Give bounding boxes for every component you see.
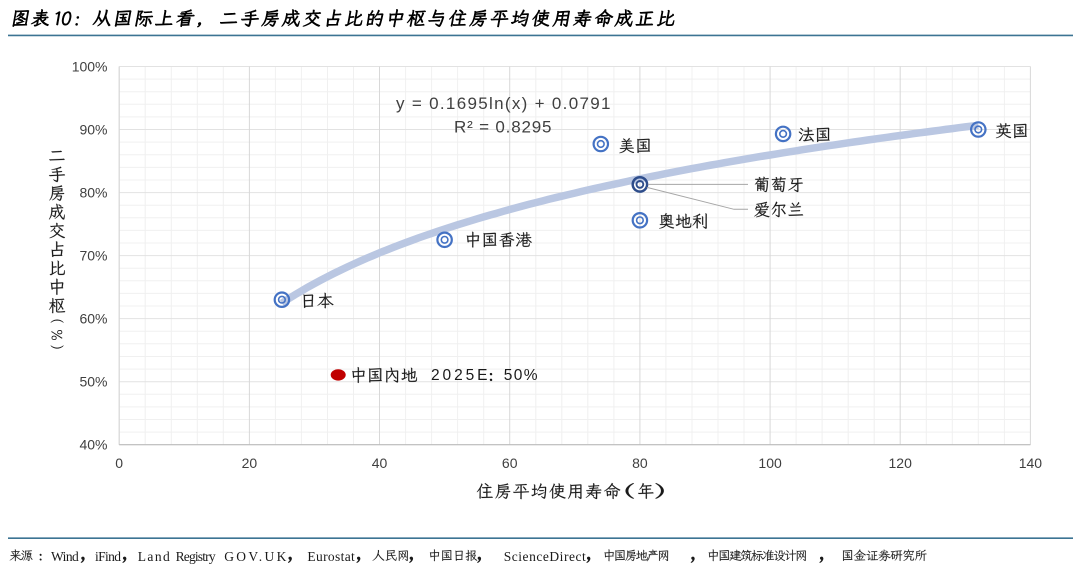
svg-text:0: 0 bbox=[115, 455, 123, 471]
svg-text:40%: 40% bbox=[79, 437, 107, 453]
svg-text:100%: 100% bbox=[72, 58, 108, 74]
svg-text:100: 100 bbox=[758, 455, 782, 471]
svg-text:iFind: iFind bbox=[95, 549, 121, 564]
svg-text:20: 20 bbox=[242, 455, 258, 471]
svg-text:Wind: Wind bbox=[51, 549, 79, 564]
svg-text:90%: 90% bbox=[79, 121, 107, 137]
svg-text:80: 80 bbox=[632, 455, 648, 471]
svg-text:50%: 50% bbox=[504, 367, 538, 384]
svg-text:120: 120 bbox=[889, 455, 913, 471]
svg-text:40: 40 bbox=[372, 455, 388, 471]
svg-text:60%: 60% bbox=[79, 310, 107, 326]
svg-text:140: 140 bbox=[1019, 455, 1043, 471]
svg-text:y = 0.1695ln(x) + 0.0791: y = 0.1695ln(x) + 0.0791 bbox=[396, 94, 611, 113]
svg-text:50%: 50% bbox=[79, 374, 107, 390]
svg-text:60: 60 bbox=[502, 455, 518, 471]
svg-text:80%: 80% bbox=[79, 184, 107, 200]
svg-text:Eurostat: Eurostat bbox=[307, 549, 355, 564]
svg-text:R² = 0.8295: R² = 0.8295 bbox=[454, 118, 552, 137]
svg-text:GOV.UK: GOV.UK bbox=[224, 549, 286, 564]
svg-text:Land: Land bbox=[138, 549, 170, 564]
svg-text:ScienceDirect: ScienceDirect bbox=[504, 549, 586, 564]
svg-text:Registry: Registry bbox=[176, 549, 216, 564]
svg-text:70%: 70% bbox=[79, 247, 107, 263]
svg-text:2025E: 2025E bbox=[431, 367, 488, 384]
